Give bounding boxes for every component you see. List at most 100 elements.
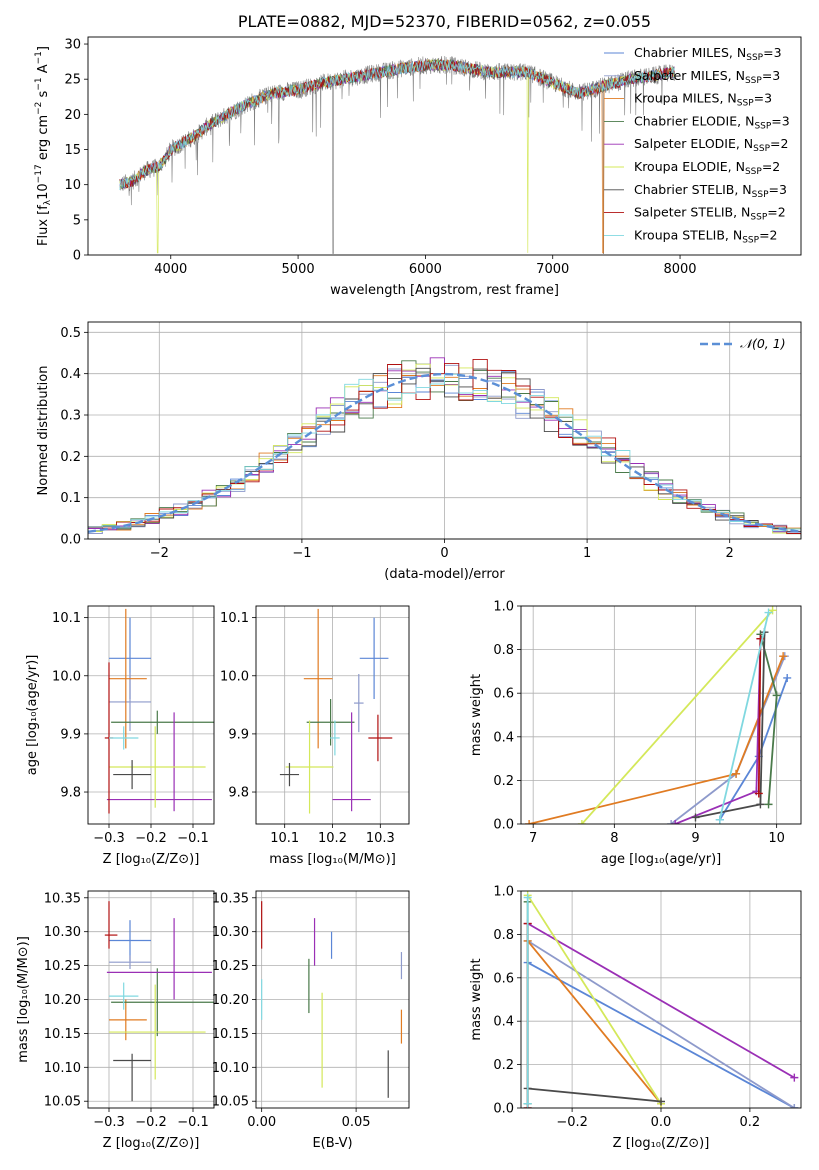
weight-line [581, 609, 774, 824]
weight-marker [754, 789, 763, 798]
x-tick-label: 8 [610, 831, 618, 846]
x-tick-label: 0.00 [247, 1115, 276, 1130]
panel-mass-ebv: 0.00 0.05 10.05 10.10 10.15 10.20 10.25 10.30 10… [212, 890, 410, 1151]
legend-label-text: Kroupa STELIB, N [634, 227, 742, 242]
weight-line [527, 940, 795, 1108]
y-axis-label-part: Flux [f [36, 205, 51, 246]
x-tick-label: −0.3 [93, 831, 125, 846]
y-tick-label: 1.0 [493, 885, 514, 900]
weight-line [527, 922, 795, 1079]
y-axis-label-part: ] [36, 46, 51, 51]
legend-label-sub: SSP [742, 235, 759, 245]
panel-weight-Z: −0.2 0.0 0.2 0.0 0.2 0.4 0.6 0.8 1.0 Z [log₁₀(Z/Z… [469, 885, 802, 1151]
y-tick-label: 0.3 [60, 409, 81, 424]
x-tick-label: 10 [768, 831, 785, 846]
legend-label: Salpeter STELIB, NSSP=2 [634, 205, 786, 223]
x-axis-label: (data-model)/error [384, 567, 505, 582]
axes-frame [520, 605, 802, 825]
plot-area [279, 608, 393, 814]
y-tick-label: 10.10 [212, 1061, 249, 1076]
y-tick-label: 0.4 [493, 1015, 514, 1030]
y-axis-label-part: λ [43, 199, 53, 205]
weight-marker [790, 1104, 799, 1108]
y-tick-label: 9.8 [60, 786, 81, 801]
weight-marker [577, 820, 586, 824]
x-tick-label: 4000 [154, 262, 187, 277]
x-tick-label: −0.2 [556, 1115, 588, 1130]
panel-age-Z: −0.3 −0.2 −0.1 9.8 9.9 10.0 10.1 Z [log₁₀(Z/Z⊙)… [25, 605, 215, 867]
y-tick-label: 10.05 [44, 1095, 81, 1110]
y-tick-label: 5 [73, 213, 81, 228]
legend-label: 𝒩(0, 1) [740, 336, 786, 351]
y-axis-label: Flux [fλ10−17 erg cm−2 s−1 A−1] [34, 46, 53, 246]
legend-label: Chabrier MILES, NSSP=3 [634, 45, 782, 63]
x-tick-label: 10.3 [366, 831, 395, 846]
y-axis-label: mass weight [469, 674, 484, 756]
y-axis-label: mass [log₁₀(M/M⊙)] [16, 936, 31, 1063]
y-tick-label: 0.6 [493, 971, 514, 986]
x-tick-label: 2 [726, 546, 734, 561]
y-tick-label: 0.0 [60, 533, 81, 548]
legend-label-text: Salpeter ELODIE, N [634, 136, 753, 151]
x-tick-label: 7000 [536, 262, 569, 277]
y-tick-label: 9.9 [60, 727, 81, 742]
legend-label-n: =2 [762, 159, 780, 174]
x-tick-label: −0.2 [135, 1115, 167, 1130]
legend-label-sub: SSP [745, 76, 762, 86]
y-axis-label-part: A [36, 64, 51, 77]
legend-label-n: =3 [754, 91, 772, 106]
x-axis-label: E(B-V) [312, 1136, 352, 1151]
legend-label-n: =3 [771, 113, 789, 128]
weight-marker [790, 1073, 799, 1082]
x-axis-label: wavelength [Angstrom, rest frame] [330, 283, 559, 298]
plot-area [523, 891, 799, 1108]
weight-marker [764, 800, 773, 809]
y-tick-label: 0.8 [493, 643, 514, 658]
plot-area [119, 55, 675, 254]
y-axis-label-part: −17 [34, 164, 44, 183]
legend-label-sub: SSP [745, 167, 762, 177]
y-tick-label: 0.6 [493, 687, 514, 702]
y-tick-label: 20 [64, 108, 81, 123]
legend-label-sub: SSP [750, 213, 767, 223]
y-tick-label: 10.20 [44, 993, 81, 1008]
y-tick-label: 9.8 [228, 786, 249, 801]
x-tick-label: 0.2 [740, 1115, 761, 1130]
weight-line [526, 894, 662, 1105]
weight-marker [657, 1097, 665, 1106]
y-tick-label: 0.0 [493, 1102, 514, 1117]
legend-label: Salpeter MILES, NSSP=3 [634, 68, 780, 86]
legend-label-n: =2 [759, 227, 777, 242]
y-axis-label-part: s [36, 90, 51, 101]
weight-line [527, 940, 662, 1105]
weight-line [670, 655, 786, 824]
figure-title: PLATE=0882, MJD=52370, FIBERID=0562, z=0… [237, 12, 652, 31]
y-tick-label: 0.8 [493, 928, 514, 943]
y-tick-label: 10.10 [44, 1061, 81, 1076]
legend-label: Salpeter ELODIE, NSSP=2 [634, 136, 788, 154]
spectrum-model-line [119, 59, 675, 189]
y-tick-label: 30 [64, 38, 81, 53]
panel-mass-Z: −0.3 −0.2 −0.1 10.05 10.10 10.15 10.20 10.25 10.… [16, 890, 215, 1151]
residual-histogram [88, 373, 801, 534]
weight-marker [523, 893, 532, 902]
y-tick-label: 10.25 [44, 959, 81, 974]
axes-frame [255, 605, 410, 825]
legend-label: Kroupa MILES, NSSP=3 [634, 91, 772, 109]
x-axis-label: Z [log₁₀(Z/Z⊙)] [613, 1136, 710, 1151]
y-axis-label-part: 10 [36, 183, 51, 200]
y-axis-label: mass weight [469, 958, 484, 1040]
weight-marker [715, 815, 724, 824]
y-tick-label: 25 [64, 73, 81, 88]
legend-label-sub: SSP [752, 190, 769, 200]
y-tick-label: 1.0 [493, 600, 514, 615]
gaussian-curve [88, 372, 801, 533]
y-tick-label: 10.15 [44, 1027, 81, 1042]
weight-marker [732, 769, 741, 778]
y-tick-label: 10 [64, 178, 81, 193]
x-tick-label: 10.1 [270, 831, 299, 846]
x-axis-label: age [log₁₀(age/yr)] [601, 852, 722, 867]
y-tick-label: 0.4 [493, 730, 514, 745]
